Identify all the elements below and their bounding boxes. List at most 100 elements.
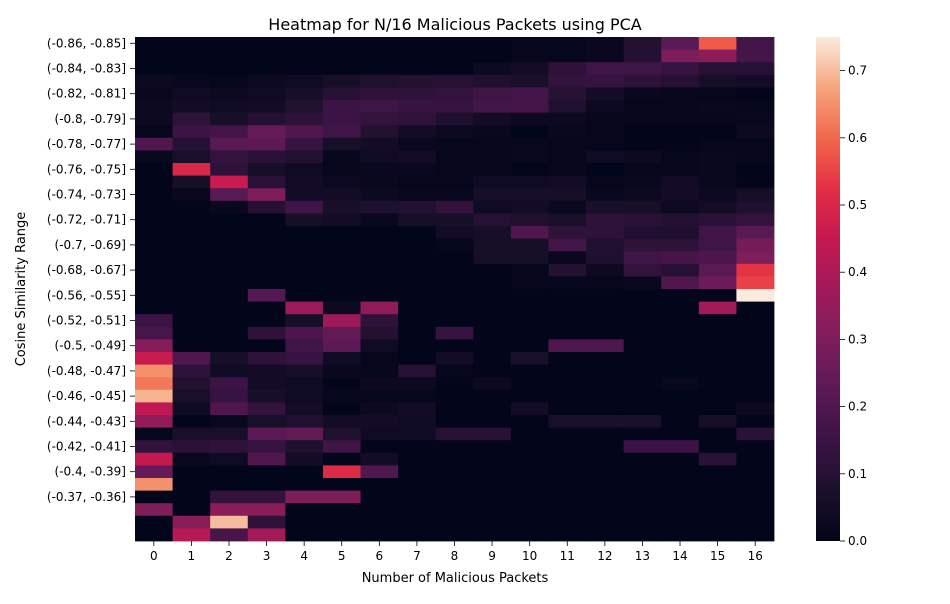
x-axis-label: Number of Malicious Packets <box>362 571 549 586</box>
heatmap-cell <box>322 37 361 50</box>
heatmap-cell <box>398 74 437 88</box>
heatmap-cell <box>135 314 173 328</box>
heatmap-cell <box>473 301 512 315</box>
heatmap-cell <box>623 289 662 302</box>
heatmap-cell <box>398 427 437 441</box>
heatmap-cell <box>360 377 399 391</box>
heatmap-cell <box>586 137 625 151</box>
heatmap-cell <box>473 188 512 202</box>
heatmap-cell <box>247 427 286 441</box>
heatmap-cell <box>322 62 361 76</box>
heatmap-cell <box>135 503 173 517</box>
y-tick-label: (-0.52, -0.51] <box>47 314 126 328</box>
heatmap-cell <box>586 276 625 290</box>
heatmap-cell <box>510 87 549 101</box>
heatmap-cell <box>548 289 587 302</box>
heatmap-cell <box>623 314 662 328</box>
heatmap-cell <box>135 402 173 416</box>
heatmap-cell <box>510 137 549 151</box>
heatmap-cell <box>698 49 737 63</box>
heatmap-cell <box>586 238 625 252</box>
heatmap-cell <box>473 137 512 151</box>
heatmap-cell <box>698 364 737 378</box>
heatmap-cell <box>247 490 286 504</box>
heatmap-cell <box>398 415 437 428</box>
heatmap-cell <box>172 150 211 164</box>
heatmap-cell <box>210 251 249 265</box>
heatmap-cell <box>360 238 399 252</box>
heatmap-cell <box>623 200 662 214</box>
heatmap-cell <box>360 251 399 265</box>
heatmap-cell <box>661 289 700 302</box>
heatmap-cell <box>661 200 700 214</box>
heatmap-cell <box>398 251 437 265</box>
heatmap-cell <box>210 163 249 176</box>
heatmap-cell <box>285 301 324 315</box>
heatmap-cell <box>360 175 399 189</box>
heatmap-cell <box>322 238 361 252</box>
heatmap-cell <box>247 213 286 227</box>
heatmap-cell <box>736 301 775 315</box>
heatmap-cell <box>623 528 662 542</box>
heatmap-cell <box>473 150 512 164</box>
heatmap-cell <box>510 150 549 164</box>
heatmap-cell <box>548 62 587 76</box>
heatmap-cell <box>623 490 662 504</box>
heatmap-cell <box>586 251 625 265</box>
heatmap-cell <box>360 137 399 151</box>
heatmap-cell <box>398 238 437 252</box>
heatmap-cell <box>698 452 737 466</box>
heatmap-cell <box>435 62 474 76</box>
heatmap-cell <box>247 276 286 290</box>
y-tick-label: (-0.72, -0.71] <box>47 213 126 227</box>
heatmap-cell <box>510 112 549 126</box>
heatmap-cell <box>435 377 474 391</box>
heatmap-cell <box>247 326 286 340</box>
heatmap-cell <box>360 364 399 378</box>
heatmap-cell <box>661 314 700 328</box>
heatmap-cell <box>698 515 737 529</box>
heatmap-cell <box>623 112 662 126</box>
heatmap-cell <box>398 200 437 214</box>
heatmap-cell <box>698 263 737 277</box>
x-tick-label: 1 <box>188 549 196 563</box>
heatmap-cell <box>510 175 549 189</box>
heatmap-cell <box>210 74 249 88</box>
heatmap-cell <box>435 100 474 113</box>
heatmap-cell <box>322 415 361 428</box>
heatmap-cell <box>510 49 549 63</box>
heatmap-cell <box>210 87 249 101</box>
heatmap-cell <box>736 188 775 202</box>
heatmap-cell <box>135 515 173 529</box>
x-tick-label: 16 <box>748 549 763 563</box>
heatmap-cell <box>285 478 324 491</box>
heatmap-cell <box>548 402 587 416</box>
heatmap-cell <box>698 326 737 340</box>
heatmap-cell <box>322 289 361 302</box>
heatmap-cell <box>135 49 173 63</box>
heatmap-cell <box>360 37 399 50</box>
heatmap-cell <box>285 251 324 265</box>
heatmap-cell <box>247 528 286 542</box>
heatmap-cell <box>548 377 587 391</box>
heatmap-cell <box>210 515 249 529</box>
heatmap-cell <box>698 213 737 227</box>
heatmap-cell <box>473 402 512 416</box>
heatmap-cell <box>473 37 512 50</box>
heatmap-cell <box>398 528 437 542</box>
heatmap-cell <box>172 402 211 416</box>
heatmap-cell <box>285 326 324 340</box>
heatmap-cell <box>510 515 549 529</box>
heatmap-cell <box>285 515 324 529</box>
heatmap-cell <box>135 137 173 151</box>
heatmap-cell <box>322 452 361 466</box>
heatmap-cell <box>661 238 700 252</box>
heatmap-cell <box>473 200 512 214</box>
heatmap-cell <box>473 503 512 517</box>
heatmap-cell <box>548 528 587 542</box>
heatmap-cell <box>586 37 625 50</box>
heatmap-cell <box>135 339 173 353</box>
heatmap-cell <box>698 137 737 151</box>
heatmap-cell <box>623 74 662 88</box>
heatmap-cell <box>135 238 173 252</box>
